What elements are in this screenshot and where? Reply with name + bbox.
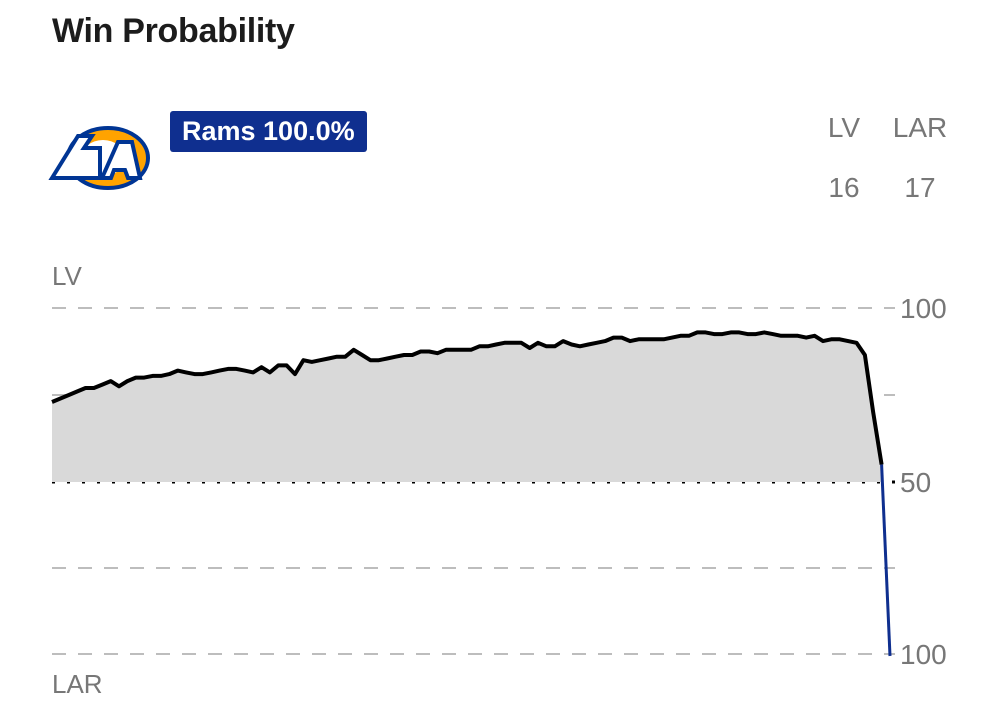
rams-la-logo-icon	[48, 126, 150, 190]
final-drop-line	[880, 464, 892, 657]
top-team-label: LV	[52, 261, 83, 291]
page-title: Win Probability	[52, 12, 295, 50]
home-team-abbr: LAR	[892, 112, 948, 143]
win-probability-line	[51, 330, 884, 465]
y-tick-label-1: 50	[900, 467, 931, 498]
away-team-abbr: LV	[827, 112, 861, 143]
win-probability-area	[52, 332, 882, 482]
y-tick-label-2: 100	[900, 639, 947, 670]
away-team-score: 16	[828, 172, 860, 203]
home-team-score: 17	[904, 172, 936, 203]
bottom-team-label: LAR	[52, 669, 103, 699]
y-tick-label-0: 100	[900, 293, 947, 324]
win-probability-badge: Rams 100.0%	[170, 111, 367, 152]
